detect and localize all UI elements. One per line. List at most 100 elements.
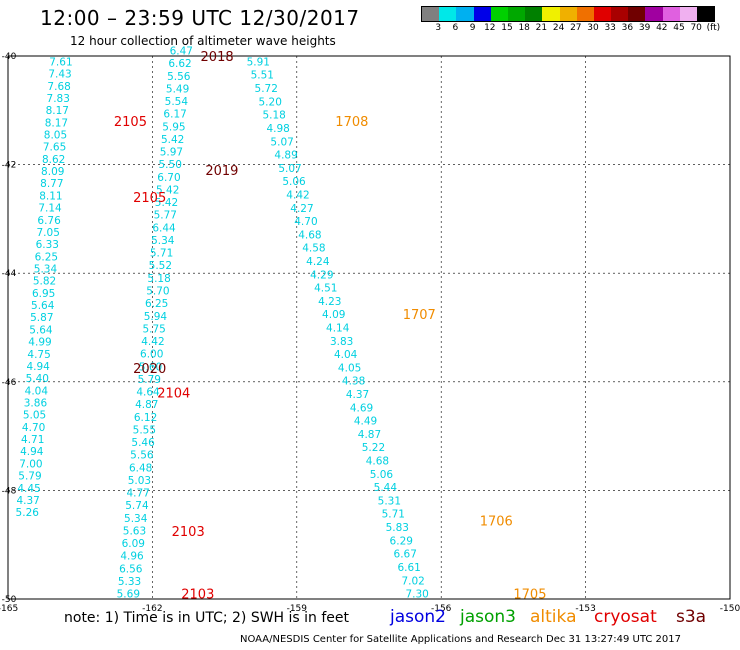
wave-height-value: 5.82 [33,276,56,288]
wave-height-value: 5.75 [142,323,165,335]
wave-height-value: 5.42 [161,134,184,146]
wave-height-value: 8.17 [46,105,69,117]
colorbar-label: 30 [587,23,599,33]
wave-height-value: 6.76 [37,215,61,227]
wave-height-value: 4.64 [136,387,160,399]
wave-height-value: 6.29 [390,535,413,547]
wave-height-value: 7.83 [47,93,70,105]
pass-time-label: 1707 [403,308,436,323]
wave-height-value: 4.96 [120,551,144,563]
wave-height-value: 4.58 [302,243,325,255]
wave-height-value: 5.94 [144,311,168,323]
wave-height-value: 4.87 [358,429,381,441]
wave-height-value: 4.37 [346,389,369,401]
wave-height-value: 7.02 [401,575,424,587]
page-subtitle: 12 hour collection of altimeter wave hei… [70,34,336,48]
legend-jason2: jason2 [390,607,446,627]
wave-height-value: 5.63 [123,525,146,537]
wave-height-value: 5.70 [146,286,169,298]
wave-height-value: 5.06 [282,176,306,188]
wave-height-value: 4.29 [310,269,333,281]
wave-height-value: 5.71 [382,509,405,521]
colorbar-swatch [611,7,629,21]
wave-height-value: 4.42 [141,336,164,348]
wave-height-value: 5.74 [125,500,149,512]
wave-height-value: 7.43 [48,69,71,81]
pass-time-label: 2103 [181,588,214,603]
colorbar-swatch [628,7,646,21]
wave-height-value: 4.71 [21,434,44,446]
wave-height-value: 6.33 [36,239,59,251]
legend-cryosat: cryosat [594,607,657,627]
colorbar-label: 45 [673,23,685,33]
wave-height-value: 5.64 [29,324,53,336]
colorbar-swatch [525,7,543,21]
wave-height-value: 5.51 [251,70,274,82]
wave-height-value: 4.04 [334,349,358,361]
lat-tick-label: -48 [2,486,17,496]
wave-height-value: 5.33 [118,576,141,588]
wave-height-value: 7.65 [43,142,66,154]
colorbar-swatch [697,7,715,21]
colorbar-label: 18 [518,23,530,33]
wave-height-value: 4.99 [28,337,51,349]
wave-height-value: 4.42 [286,189,309,201]
colorbar [421,6,716,22]
wave-height-value: 5.52 [149,260,172,272]
wave-height-value: 5.26 [16,507,40,519]
lon-tick-label: -150 [720,604,740,614]
legend-altika: altika [530,607,577,627]
wave-height-value: 6.00 [140,349,163,361]
wave-height-value: 5.55 [133,424,156,436]
wave-height-value: 4.14 [326,323,350,335]
wave-height-value: 5.05 [23,410,46,422]
colorbar-label: 42 [656,23,668,33]
wave-height-value: 5.20 [259,96,282,108]
wave-height-value: 6.09 [122,538,145,550]
colorbar-swatch [439,7,457,21]
wave-height-value: 7.00 [19,458,42,470]
map-frame [7,55,731,600]
pass-time-label: 1706 [480,514,513,529]
colorbar-swatch [542,7,560,21]
wave-height-value: 5.49 [166,83,189,95]
colorbar-label: 21 [535,23,548,33]
wave-height-value: 4.27 [290,203,313,215]
lon-tick-label: -165 [0,604,18,614]
wave-height-value: 4.68 [366,456,389,468]
colorbar-label: 15 [501,23,513,33]
wave-height-value: 8.17 [45,117,68,129]
wave-height-value: 5.34 [124,513,148,525]
wave-height-value: 4.23 [318,296,341,308]
wave-height-value: 6.25 [35,251,58,263]
page-title: 12:00 – 23:59 UTC 12/30/2017 [40,6,360,30]
wave-height-value: 5.83 [386,522,409,534]
wave-height-value: 4.69 [350,402,373,414]
colorbar-swatch [679,7,697,21]
lat-tick-label: -44 [2,269,17,279]
wave-height-value: 6.17 [163,109,186,121]
colorbar-labels: 3 6 9 12 15 18 21 24 27 30 33 36 39 42 45 70 (ft) [421,23,731,35]
colorbar-swatch [593,7,612,21]
colorbar-label: 6 [452,23,459,33]
pass-time-label: 2018 [201,50,234,65]
wave-height-value: 4.37 [16,495,39,507]
wave-height-value: 8.09 [41,166,64,178]
wave-height-value: 5.79 [138,374,161,386]
wave-height-value: 7.61 [49,56,72,68]
wave-height-value: 5.77 [154,210,177,222]
wave-height-value: 6.12 [134,412,157,424]
wave-height-value: 5.34 [34,264,58,276]
wave-height-value: 5.95 [162,121,185,133]
wave-height-value: 6.48 [129,462,152,474]
wave-height-value: 6.56 [119,563,143,575]
wave-height-value: 4.09 [322,309,345,321]
wave-height-value: 8.11 [39,190,62,202]
wave-height-value: 5.40 [26,373,49,385]
colorbar-swatch [507,7,526,21]
wave-height-value: 5.42 [156,184,179,196]
lon-tick-label: -156 [431,604,452,614]
wave-height-value: 5.56 [167,71,191,83]
wave-height-value: 5.18 [262,110,285,122]
